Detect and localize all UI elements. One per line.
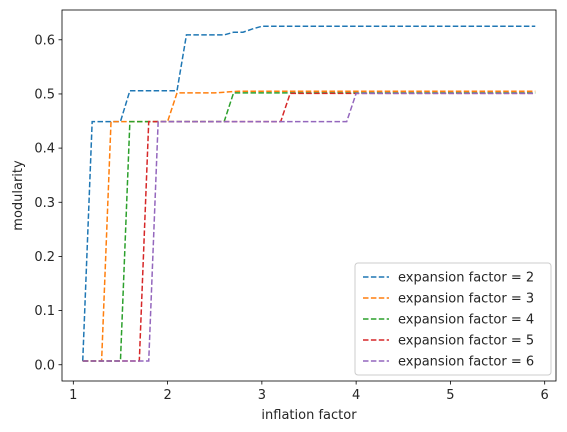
plot-frame bbox=[61, 9, 557, 382]
series-line-2 bbox=[82, 90, 536, 362]
x-tick-label: 6 bbox=[541, 388, 549, 403]
legend-box bbox=[354, 262, 552, 376]
y-tick-label: 0.6 bbox=[34, 33, 55, 48]
y-axis-ticks: 0.0 0.1 0.2 0.3 0.4 0.5 0.6 bbox=[34, 33, 62, 373]
x-axis-ticks: 1 2 3 4 5 6 bbox=[69, 381, 549, 403]
legend-label: expansion factor = 2 bbox=[398, 271, 534, 286]
y-tick-label: 0.1 bbox=[34, 304, 55, 319]
legend-items: expansion factor = 2 expansion factor = 3… bbox=[363, 271, 534, 370]
legend: expansion factor = 2 expansion factor = 3… bbox=[354, 262, 552, 376]
x-tick-label: 4 bbox=[352, 388, 360, 403]
y-tick-label: 0.3 bbox=[34, 196, 55, 211]
y-axis-label: modularity bbox=[11, 160, 26, 231]
legend-label: expansion factor = 4 bbox=[398, 313, 534, 328]
y-tick-label: 0.4 bbox=[34, 142, 55, 157]
legend-label: expansion factor = 5 bbox=[398, 334, 534, 349]
x-axis-label: inflation factor bbox=[261, 408, 357, 423]
series-lines bbox=[81, 25, 536, 362]
x-tick-label: 2 bbox=[163, 388, 171, 403]
y-tick-label: 0.2 bbox=[34, 250, 55, 265]
series-line-1 bbox=[81, 25, 536, 361]
x-tick-label: 5 bbox=[446, 388, 454, 403]
y-tick-label: 0.5 bbox=[34, 87, 55, 102]
legend-label: expansion factor = 6 bbox=[398, 355, 534, 370]
legend-label: expansion factor = 3 bbox=[398, 292, 534, 307]
x-tick-label: 3 bbox=[258, 388, 266, 403]
x-tick-label: 1 bbox=[69, 388, 77, 403]
series-line-5 bbox=[82, 92, 536, 362]
y-tick-label: 0.0 bbox=[34, 358, 55, 373]
